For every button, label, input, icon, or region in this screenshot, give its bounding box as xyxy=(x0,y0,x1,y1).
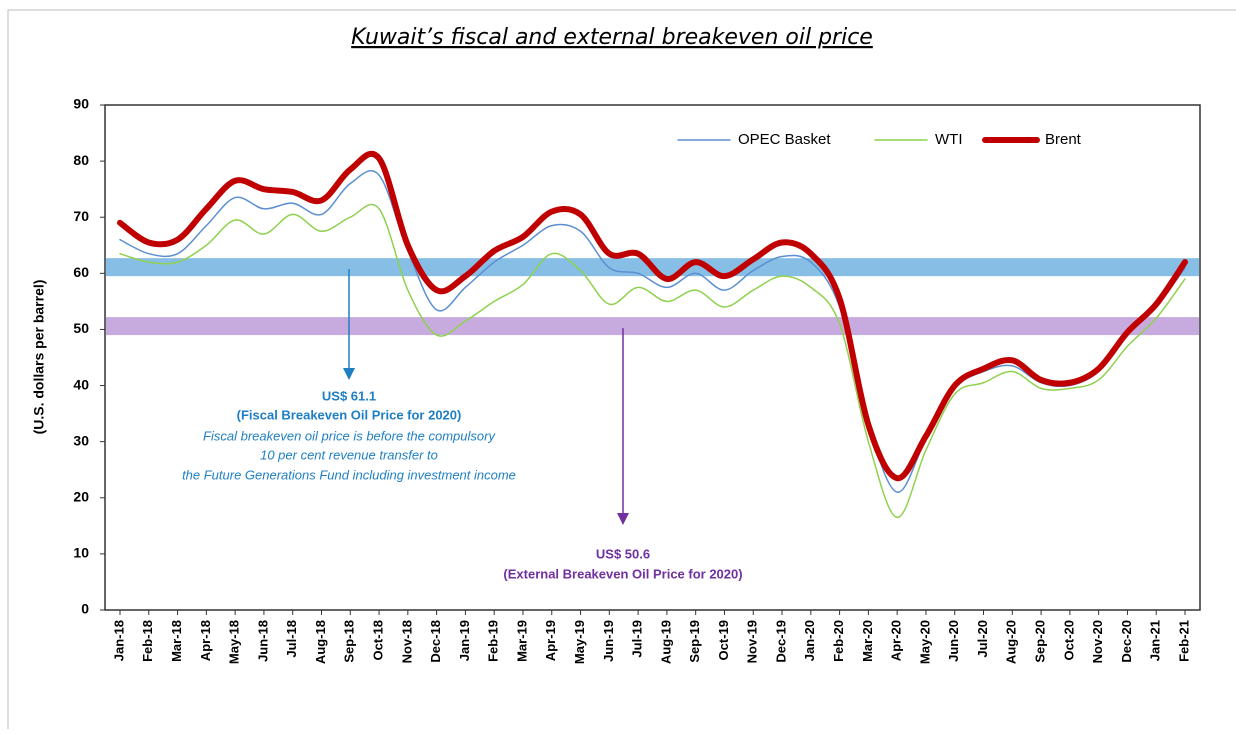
x-tick-label: Nov-19 xyxy=(745,620,760,663)
x-tick-label: Mar-19 xyxy=(514,620,529,662)
x-tick-label: Sep-18 xyxy=(342,620,357,663)
legend-label: WTI xyxy=(935,131,963,148)
y-tick-label: 40 xyxy=(73,376,89,392)
x-tick-label: Jan-19 xyxy=(457,620,472,661)
x-tick-label: Aug-18 xyxy=(313,620,328,664)
x-tick-label: May-18 xyxy=(227,620,242,664)
series-line xyxy=(119,170,1186,493)
x-tick-label: Aug-20 xyxy=(1004,620,1019,664)
y-tick-label: 70 xyxy=(73,208,89,224)
annotation-text: Fiscal breakeven oil price is before the… xyxy=(203,428,496,443)
y-axis-label: (U.S. dollars per barrel) xyxy=(31,280,47,435)
y-tick-label: 80 xyxy=(73,152,89,168)
y-tick-label: 60 xyxy=(73,264,89,280)
chart-title: Kuwait’s fiscal and external breakeven o… xyxy=(351,25,873,50)
x-tick-label: Jun-18 xyxy=(255,620,270,662)
series-line xyxy=(119,203,1186,519)
page-border xyxy=(7,9,1236,729)
y-tick-label: 20 xyxy=(73,488,89,504)
x-tick-label: Nov-18 xyxy=(399,620,414,663)
annotation-text: US$ 61.1 xyxy=(322,388,376,403)
x-tick-label: Sep-20 xyxy=(1033,620,1048,663)
x-tick-label: Jan-18 xyxy=(111,620,126,661)
x-tick-label: Sep-19 xyxy=(687,620,702,663)
annotation-text: US$ 50.6 xyxy=(596,546,650,561)
breakeven-band xyxy=(106,317,1199,336)
x-tick-label: Feb-21 xyxy=(1176,620,1191,662)
x-tick-label: Feb-19 xyxy=(486,620,501,662)
y-tick-label: 0 xyxy=(81,601,89,617)
x-tick-label: Apr-20 xyxy=(889,620,904,661)
y-tick-label: 10 xyxy=(73,545,89,561)
x-tick-label: Apr-18 xyxy=(198,620,213,661)
x-tick-label: Jan-20 xyxy=(802,620,817,661)
legend-label: OPEC Basket xyxy=(738,131,831,148)
annotation-text: (External Breakeven Oil Price for 2020) xyxy=(503,566,742,581)
plot-area xyxy=(104,104,1201,611)
annotation-arrowhead xyxy=(617,513,629,525)
x-tick-label: May-19 xyxy=(572,620,587,664)
x-tick-label: Mar-18 xyxy=(169,620,184,662)
x-tick-label: Oct-18 xyxy=(370,620,385,660)
series-line xyxy=(117,150,1188,482)
y-tick-label: 50 xyxy=(73,320,89,336)
x-tick-label: Jun-19 xyxy=(601,620,616,662)
annotation-arrowhead xyxy=(343,368,355,380)
annotation-text: the Future Generations Fund including in… xyxy=(182,467,516,482)
x-tick-label: Jul-19 xyxy=(630,620,645,658)
annotation-text: (Fiscal Breakeven Oil Price for 2020) xyxy=(237,407,462,422)
y-tick-label: 30 xyxy=(73,432,89,448)
x-tick-label: Feb-20 xyxy=(831,620,846,662)
y-tick-label: 90 xyxy=(73,96,89,112)
x-tick-label: Jul-18 xyxy=(284,620,299,658)
x-tick-label: Jul-20 xyxy=(975,620,990,658)
x-tick-label: Dec-19 xyxy=(773,620,788,663)
annotation-text: 10 per cent revenue transfer to xyxy=(260,447,438,462)
x-tick-label: Oct-19 xyxy=(716,620,731,660)
x-tick-label: Jan-21 xyxy=(1148,620,1163,661)
x-tick-label: Nov-20 xyxy=(1090,620,1105,663)
x-tick-label: Dec-18 xyxy=(428,620,443,663)
x-tick-label: Feb-18 xyxy=(140,620,155,662)
legend-label: Brent xyxy=(1045,131,1082,148)
x-tick-label: Oct-20 xyxy=(1061,620,1076,660)
x-tick-label: May-20 xyxy=(917,620,932,664)
x-tick-label: Jun-20 xyxy=(946,620,961,662)
x-tick-label: Dec-20 xyxy=(1119,620,1134,663)
x-tick-label: Aug-19 xyxy=(658,620,673,664)
x-tick-label: Apr-19 xyxy=(543,620,558,661)
x-tick-label: Mar-20 xyxy=(860,620,875,662)
